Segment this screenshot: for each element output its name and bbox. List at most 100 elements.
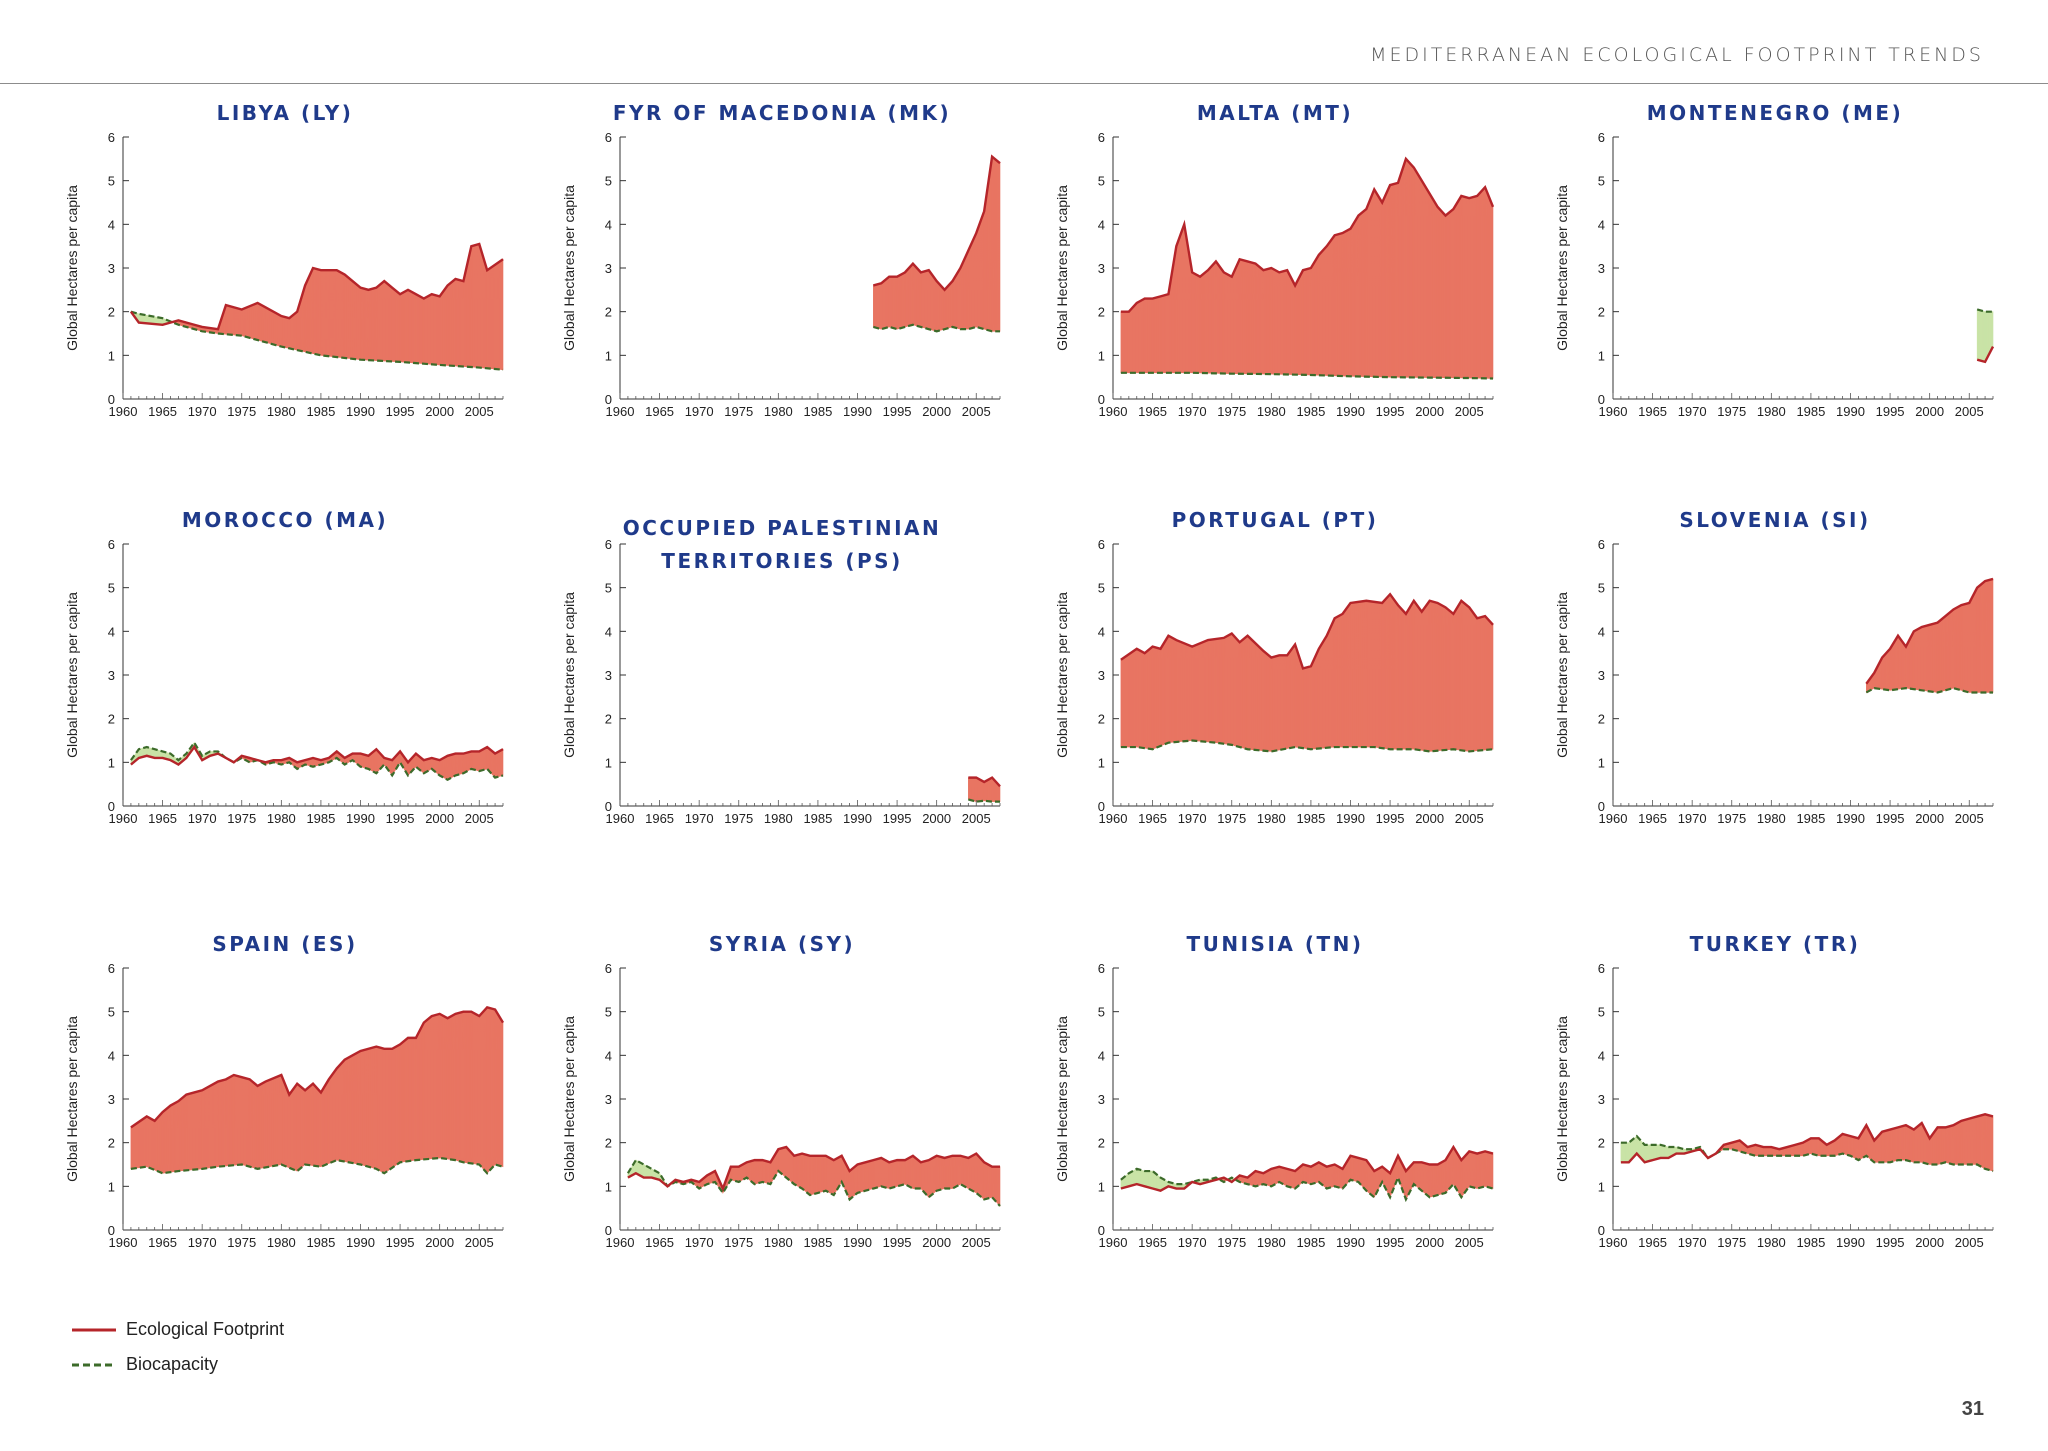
x-tick-label: 1980 <box>764 1235 793 1250</box>
x-tick-label: 1990 <box>1336 404 1365 419</box>
y-tick-label: 0 <box>605 1223 612 1238</box>
y-tick-label: 2 <box>1098 1136 1105 1151</box>
y-tick-label: 2 <box>605 712 612 727</box>
chart-panel: MONTENEGRO (ME) 0 1 2 3 4 5 6 1960 1965 1970 1975 19… <box>1545 101 2045 465</box>
x-tick-label: 2005 <box>1955 811 1984 826</box>
deficit-area <box>130 1006 504 1175</box>
x-tick-label: 1975 <box>724 1235 753 1250</box>
x-tick-label: 1970 <box>685 404 714 419</box>
chart-svg: 0 1 2 3 4 5 6 1960 1965 1970 1975 1980 1985 1990 1995 2… <box>561 537 1001 826</box>
chart-svg: 0 1 2 3 4 5 6 1960 1965 1970 1975 1980 1985 1990 1995 2… <box>64 537 504 826</box>
deficit-area <box>1120 593 1494 752</box>
y-tick-label: 4 <box>605 217 612 232</box>
x-tick-label: 1985 <box>1796 811 1825 826</box>
x-tick-label: 1985 <box>803 811 832 826</box>
x-tick-label: 1985 <box>306 404 335 419</box>
x-tick-label: 1990 <box>346 811 375 826</box>
x-tick-label: 2000 <box>1415 1235 1444 1250</box>
chart-panel: FYR OF MACEDONIA (MK) 0 1 2 3 4 5 6 1960 1965 1970… <box>552 101 1052 465</box>
x-tick-label: 1995 <box>386 404 415 419</box>
footprint-line <box>129 242 504 331</box>
chart-svg: 0 1 2 3 4 5 6 1960 1965 1970 1975 1980 1985 1990 1995 2… <box>1054 130 1495 419</box>
x-tick-label: 1995 <box>1376 811 1405 826</box>
y-tick-label: 0 <box>1598 392 1605 407</box>
y-axis-label: Global Hectares per capita <box>1054 592 1070 758</box>
x-tick-label: 1970 <box>1178 404 1207 419</box>
y-tick-label: 3 <box>108 668 115 683</box>
x-tick-label: 1970 <box>685 811 714 826</box>
y-tick-label: 2 <box>108 305 115 320</box>
x-tick-label: 1965 <box>1638 811 1667 826</box>
x-tick-label: 1960 <box>606 1235 635 1250</box>
x-tick-label: 1980 <box>1257 404 1286 419</box>
x-tick-label: 1965 <box>645 1235 674 1250</box>
y-tick-label: 6 <box>1098 537 1105 552</box>
chart-title: SPAIN (ES) <box>212 932 358 956</box>
x-tick-label: 2005 <box>1955 404 1984 419</box>
x-tick-label: 1965 <box>1138 811 1167 826</box>
y-axis-label: Global Hectares per capita <box>561 592 577 758</box>
page-header-title: MEDITERRANEAN ECOLOGICAL FOOTPRINT TREND… <box>1370 44 1984 66</box>
chart-panel: LIBYA (LY) 0 1 2 3 4 5 6 1960 1965 1970 1975 1980 198… <box>55 101 555 465</box>
biocapacity-line <box>1120 739 1494 753</box>
x-tick-label: 1960 <box>1099 404 1128 419</box>
y-tick-label: 2 <box>605 1136 612 1151</box>
x-tick-label: 1965 <box>1138 404 1167 419</box>
x-tick-label: 1975 <box>1717 404 1746 419</box>
biocapacity-line <box>1620 1134 1994 1173</box>
x-tick-label: 1970 <box>1678 404 1707 419</box>
x-tick-label: 1995 <box>386 1235 415 1250</box>
x-tick-label: 2005 <box>465 404 494 419</box>
x-tick-label: 2005 <box>962 1235 991 1250</box>
deficit-area <box>225 746 504 781</box>
y-tick-label: 5 <box>605 174 612 189</box>
x-tick-label: 1980 <box>1257 811 1286 826</box>
x-tick-label: 2000 <box>1415 404 1444 419</box>
chart-panel: MALTA (MT) 0 1 2 3 4 5 6 1960 1965 1970 1975 1980 198… <box>1045 101 1545 465</box>
x-tick-label: 1980 <box>1257 1235 1286 1250</box>
footprint-line <box>968 776 1001 788</box>
chart-panel: SLOVENIA (SI) 0 1 2 3 4 5 6 1960 1965 1970 1975 1980… <box>1545 508 2045 872</box>
x-tick-label: 1995 <box>1876 811 1905 826</box>
y-tick-label: 4 <box>1598 217 1605 232</box>
y-tick-label: 0 <box>605 799 612 814</box>
chart-title: SLOVENIA (SI) <box>1679 508 1871 532</box>
x-tick-label: 1965 <box>148 1235 177 1250</box>
x-tick-label: 1995 <box>883 404 912 419</box>
y-tick-label: 2 <box>1098 712 1105 727</box>
y-tick-label: 6 <box>1598 537 1605 552</box>
chart-title: MONTENEGRO (ME) <box>1646 101 1904 125</box>
deficit-area <box>873 156 1001 332</box>
x-tick-label: 2005 <box>1455 1235 1484 1250</box>
y-tick-label: 4 <box>1098 624 1105 639</box>
footprint-line <box>1976 346 1995 364</box>
y-tick-label: 6 <box>605 961 612 976</box>
y-tick-label: 0 <box>1598 799 1605 814</box>
y-tick-label: 5 <box>108 174 115 189</box>
chart-title: LIBYA (LY) <box>216 101 354 125</box>
x-tick-label: 1965 <box>1638 404 1667 419</box>
x-tick-label: 2005 <box>1955 1235 1984 1250</box>
y-tick-label: 1 <box>108 1179 115 1194</box>
y-tick-label: 1 <box>1598 755 1605 770</box>
y-tick-label: 1 <box>1598 348 1605 363</box>
x-tick-label: 1985 <box>1296 1235 1325 1250</box>
y-tick-label: 0 <box>1598 1223 1605 1238</box>
legend-item-footprint: Ecological Footprint <box>72 1312 284 1347</box>
y-tick-label: 3 <box>1098 1092 1105 1107</box>
x-tick-label: 1990 <box>346 1235 375 1250</box>
x-tick-label: 1995 <box>386 811 415 826</box>
x-tick-label: 1980 <box>764 404 793 419</box>
chart-panel: SYRIA (SY) 0 1 2 3 4 5 6 1960 1965 1970 1975 1980 198… <box>552 932 1052 1296</box>
y-tick-label: 4 <box>1098 1048 1105 1063</box>
x-tick-label: 1970 <box>1178 811 1207 826</box>
x-tick-label: 1990 <box>346 404 375 419</box>
biocapacity-line <box>130 740 504 782</box>
biocapacity-line <box>1865 686 1993 694</box>
y-tick-label: 5 <box>1098 1005 1105 1020</box>
chart-title: FYR OF MACEDONIA (MK) <box>612 101 952 125</box>
footprint-line <box>1120 1144 1494 1192</box>
chart-svg: 0 1 2 3 4 5 6 1960 1965 1970 1975 1980 1985 1990 1995 2… <box>561 130 1001 419</box>
x-tick-label: 2005 <box>465 1235 494 1250</box>
footprint-line <box>130 1005 505 1129</box>
